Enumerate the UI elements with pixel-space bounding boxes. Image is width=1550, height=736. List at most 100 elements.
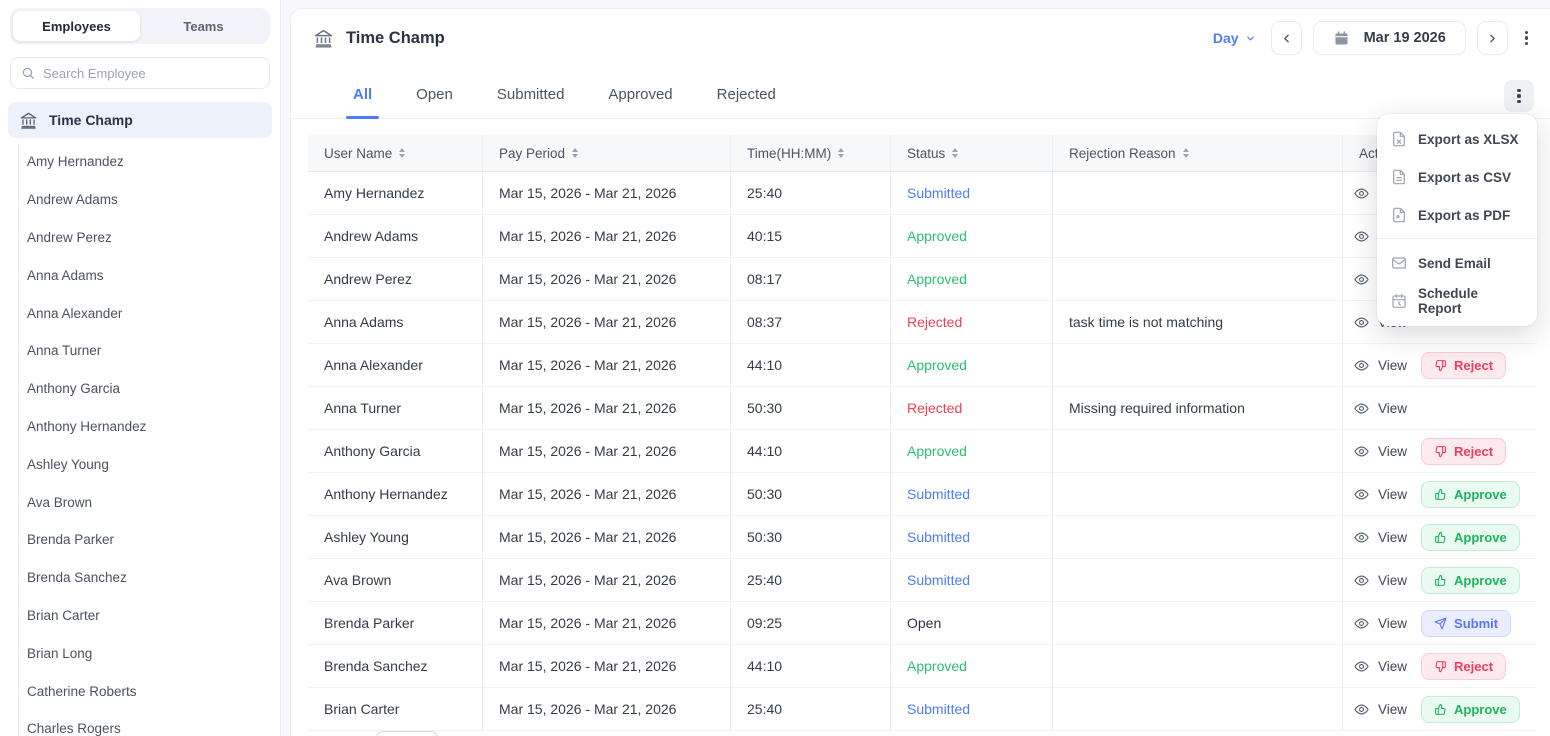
- cell-rejection-reason: [1052, 344, 1342, 386]
- eye-icon: [1354, 704, 1369, 714]
- reject-button[interactable]: Reject: [1421, 437, 1507, 465]
- view-button[interactable]: View: [1353, 702, 1407, 717]
- view-button[interactable]: View: [1353, 659, 1407, 674]
- cell-pay-period: Mar 15, 2026 - Mar 21, 2026: [482, 344, 730, 386]
- cell-status: Approved: [890, 344, 1052, 386]
- employee-name: Amy Hernandez: [27, 154, 124, 170]
- tab-submitted[interactable]: Submitted: [496, 86, 565, 103]
- cell-user-name: Brenda Parker: [324, 615, 415, 631]
- view-button[interactable]: View: [1353, 573, 1407, 588]
- sort-icon[interactable]: [399, 148, 406, 158]
- sidebar-item-charles-rogers[interactable]: Charles Rogers: [0, 710, 280, 736]
- sort-icon[interactable]: [838, 148, 845, 158]
- view-button[interactable]: View: [1353, 616, 1407, 631]
- header-kebab-menu-icon[interactable]: [1519, 27, 1534, 50]
- cell-rejection-reason: [1052, 430, 1342, 472]
- period-select[interactable]: Day: [1213, 30, 1256, 46]
- approve-button[interactable]: Approve: [1421, 480, 1520, 508]
- column-header-time-hh-mm-[interactable]: Time(HH:MM): [730, 135, 890, 171]
- sidebar-tab-teams[interactable]: Teams: [183, 18, 224, 34]
- cell-time: 44:10: [730, 430, 890, 472]
- menu-item-label: Schedule Report: [1418, 286, 1479, 316]
- sidebar-item-andrew-adams[interactable]: Andrew Adams: [0, 181, 280, 219]
- cell-actions: View: [1342, 387, 1537, 429]
- approve-button[interactable]: Approve: [1421, 695, 1520, 723]
- table-options-button[interactable]: [1504, 80, 1534, 112]
- sidebar-group-time-champ[interactable]: Time Champ: [8, 102, 272, 138]
- prev-date-button[interactable]: [1270, 21, 1302, 55]
- sort-icon[interactable]: [1182, 148, 1189, 158]
- cell-rejection-reason: Missing required information: [1052, 387, 1342, 429]
- approve-button[interactable]: Approve: [1421, 566, 1520, 594]
- sidebar-item-anna-alexander[interactable]: Anna Alexander: [0, 294, 280, 332]
- sidebar-item-anthony-garcia[interactable]: Anthony Garcia: [0, 370, 280, 408]
- sidebar: Employees Teams Time Champ Amy Hernandez…: [0, 0, 281, 736]
- column-header-rejection-reason[interactable]: Rejection Reason: [1052, 135, 1342, 171]
- view-button[interactable]: View: [1353, 358, 1407, 373]
- view-button[interactable]: View: [1353, 530, 1407, 545]
- menu-item-export-as-pdf[interactable]: Export as PDF: [1377, 196, 1537, 234]
- cell-actions: View Approve: [1342, 516, 1537, 558]
- sort-icon[interactable]: [952, 148, 959, 158]
- sidebar-item-catherine-roberts[interactable]: Catherine Roberts: [0, 672, 280, 710]
- cell-time: 44:10: [730, 645, 890, 687]
- sidebar-item-brian-carter[interactable]: Brian Carter: [0, 597, 280, 635]
- tab-open[interactable]: Open: [416, 86, 453, 103]
- employee-name: Brenda Parker: [27, 532, 115, 548]
- sidebar-item-anna-adams[interactable]: Anna Adams: [0, 256, 280, 294]
- employee-name: Andrew Perez: [27, 229, 112, 245]
- sidebar-tab-employees[interactable]: Employees: [13, 11, 140, 41]
- employee-name: Anthony Hernandez: [27, 418, 147, 434]
- cell-status: Submitted: [890, 559, 1052, 601]
- submit-button[interactable]: Submit: [1421, 609, 1512, 637]
- menu-item-schedule-report[interactable]: Schedule Report: [1377, 282, 1537, 320]
- sidebar-item-amy-hernandez[interactable]: Amy Hernandez: [0, 143, 280, 181]
- cell-time: 08:17: [730, 258, 890, 300]
- search-input[interactable]: [43, 65, 259, 81]
- menu-item-send-email[interactable]: Send Email: [1377, 244, 1537, 282]
- employee-search[interactable]: [10, 57, 270, 89]
- cell-status: Submitted: [890, 473, 1052, 515]
- table-row: Ashley Young Mar 15, 2026 - Mar 21, 2026…: [308, 516, 1537, 559]
- menu-item-label: Export as CSV: [1418, 169, 1512, 185]
- reject-button[interactable]: Reject: [1421, 652, 1507, 680]
- sidebar-item-andrew-perez[interactable]: Andrew Perez: [0, 219, 280, 257]
- column-label: Rejection Reason: [1069, 145, 1176, 161]
- cell-user-name: Amy Hernandez: [324, 185, 425, 201]
- sidebar-item-brenda-parker[interactable]: Brenda Parker: [0, 521, 280, 559]
- cell-status: Approved: [890, 430, 1052, 472]
- sidebar-item-anthony-hernandez[interactable]: Anthony Hernandez: [0, 408, 280, 446]
- sidebar-item-ashley-young[interactable]: Ashley Young: [0, 445, 280, 483]
- tab-all[interactable]: All: [345, 86, 380, 119]
- sidebar-item-brenda-sanchez[interactable]: Brenda Sanchez: [0, 559, 280, 597]
- eye-icon: [1354, 231, 1369, 241]
- sidebar-item-brian-long[interactable]: Brian Long: [0, 634, 280, 672]
- tab-rejected[interactable]: Rejected: [716, 86, 776, 103]
- menu-item-export-as-xlsx[interactable]: Export as XLSX: [1377, 120, 1537, 158]
- eye-icon: [1354, 489, 1369, 499]
- column-header-status[interactable]: Status: [890, 135, 1052, 171]
- sidebar-item-anna-turner[interactable]: Anna Turner: [0, 332, 280, 370]
- cell-actions: View Approve: [1342, 473, 1537, 515]
- next-date-button[interactable]: [1476, 21, 1508, 55]
- page-size-select[interactable]: [376, 731, 438, 736]
- sort-icon[interactable]: [572, 148, 579, 158]
- approve-button[interactable]: Approve: [1421, 523, 1520, 551]
- cell-user-name: Andrew Adams: [324, 228, 419, 244]
- tab-approved[interactable]: Approved: [608, 86, 673, 103]
- table-header-row: User Name Pay Period Time(HH:MM) Status …: [308, 135, 1537, 172]
- date-picker-button[interactable]: Mar 19 2026: [1312, 21, 1466, 55]
- view-button[interactable]: View: [1353, 401, 1407, 416]
- view-button[interactable]: View: [1353, 487, 1407, 502]
- reject-button[interactable]: Reject: [1421, 351, 1507, 379]
- thumbs-up-icon: [1435, 488, 1446, 500]
- sidebar-item-ava-brown[interactable]: Ava Brown: [0, 483, 280, 521]
- employee-name: Catherine Roberts: [27, 683, 137, 699]
- sidebar-tab-switcher: Employees Teams: [10, 8, 270, 44]
- column-header-pay-period[interactable]: Pay Period: [482, 135, 730, 171]
- menu-item-export-as-csv[interactable]: Export as CSV: [1377, 158, 1537, 196]
- column-header-user-name[interactable]: User Name: [308, 135, 482, 171]
- view-button[interactable]: View: [1353, 444, 1407, 459]
- employee-name: Brian Carter: [27, 607, 100, 623]
- table-row: Ava Brown Mar 15, 2026 - Mar 21, 2026 25…: [308, 559, 1537, 602]
